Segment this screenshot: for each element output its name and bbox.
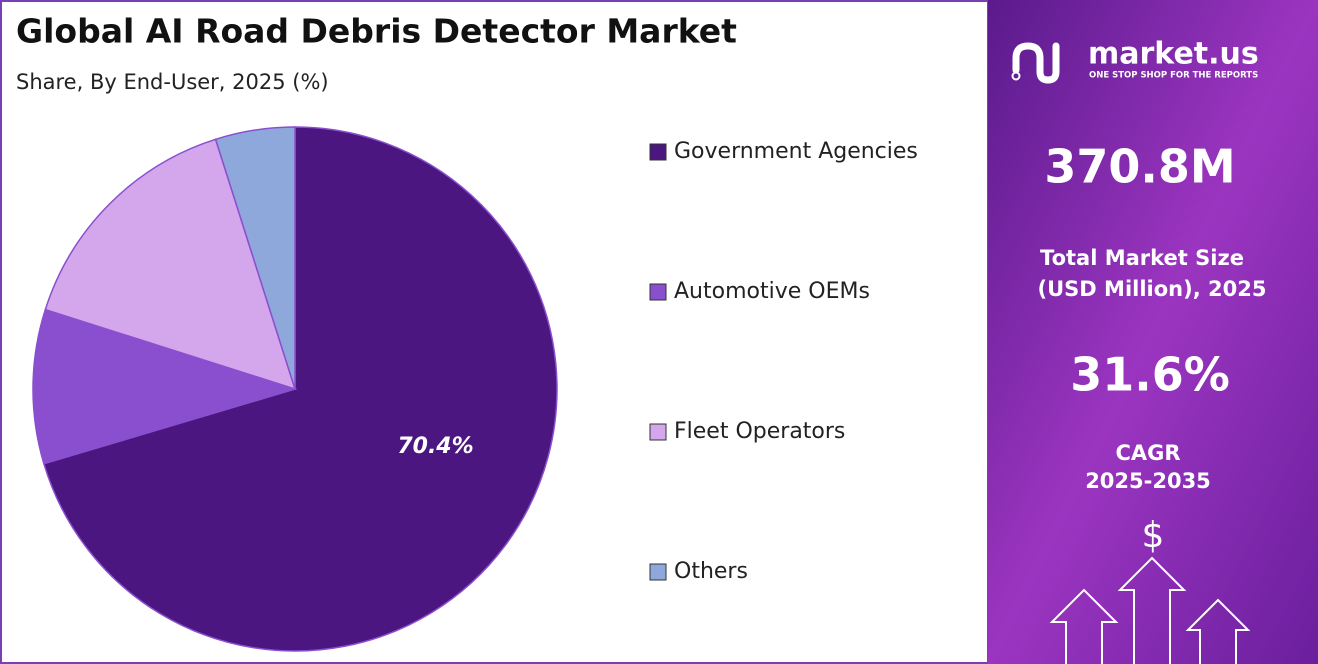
data-label: 70.4% [397,434,473,459]
legend-swatch [649,283,667,301]
brand-tagline: ONE STOP SHOP FOR THE REPORTS [1089,71,1258,81]
market-size: 370.8M [1044,140,1235,194]
pie: 70.4% [32,126,558,652]
market-size-label: Total Market Size [1040,246,1244,270]
brand-name: market.us [1088,37,1259,72]
legend-label: Government Agencies [674,139,918,164]
market-size-label: (USD Million), 2025 [1038,277,1267,301]
legend-label: Others [674,559,748,584]
legend-swatch [649,143,667,161]
dollar-icon: $ [1142,515,1165,556]
pie-slice [214,126,296,390]
pie-slice [44,138,297,391]
chart-subtitle: Share, By End-User, 2025 (%) [16,70,329,94]
side-panel [988,0,1318,664]
chart-title: Global AI Road Debris Detector Market [16,12,737,51]
cagr-label: 2025-2035 [1085,469,1211,493]
legend-label: Automotive OEMs [674,279,870,304]
legend-label: Fleet Operators [674,419,845,444]
pie-slice [42,126,558,652]
pie-slice [32,308,298,465]
legend-swatch [649,423,667,441]
brand-logo [1011,42,1060,84]
legend-swatch [649,563,667,581]
arrows-icon [1049,556,1251,664]
cagr-value: 31.6% [1070,348,1230,402]
cagr-label: CAGR [1115,441,1180,465]
legend: Government Agencies Automotive OEMs Fleet … [649,139,918,584]
